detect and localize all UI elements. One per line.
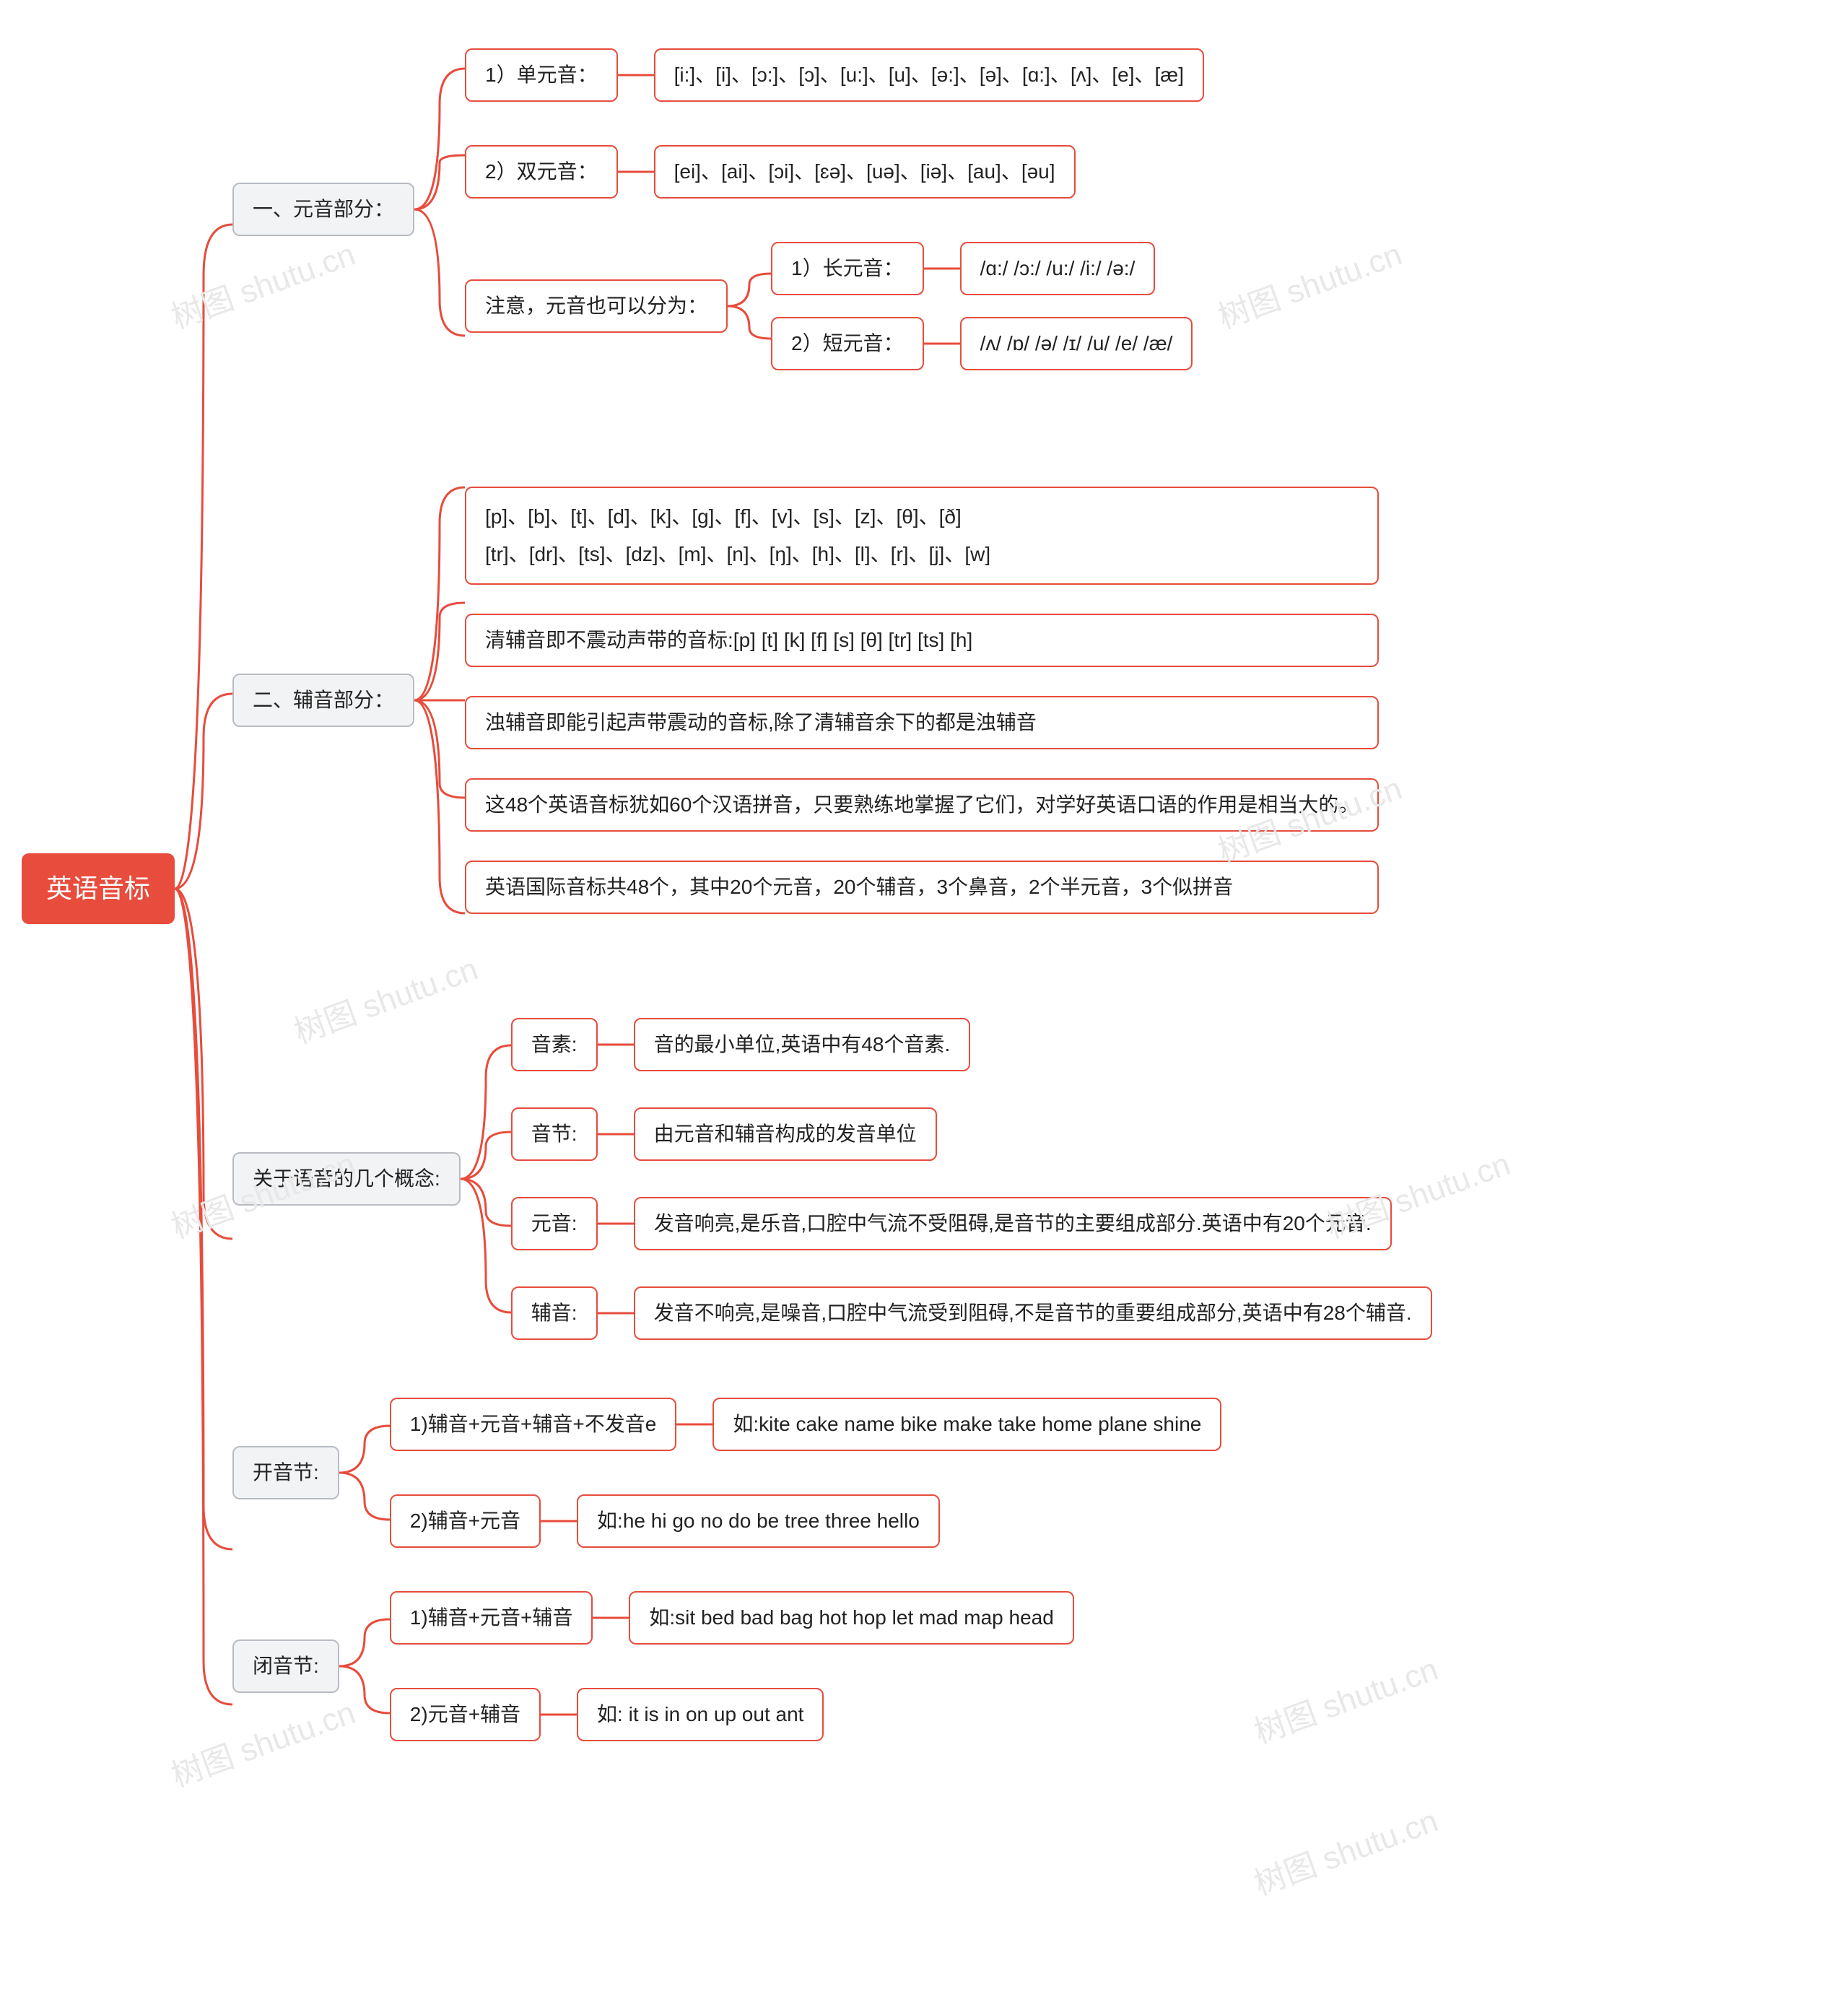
b3-c3-label: 元音: xyxy=(511,1197,598,1250)
conn xyxy=(598,1023,634,1066)
watermark: 树图 shutu.cn xyxy=(1247,1795,1443,1904)
branch-1-title: 一、元音部分： xyxy=(232,183,414,236)
branch-3: 关于语音的几个概念: 音素: 音的最小单位,英语中有48个音素. xyxy=(232,1018,1432,1340)
b1-c3-label: 注意，元音也可以分为： xyxy=(465,279,728,333)
b3-c1-leaf: 音的最小单位,英语中有48个音素. xyxy=(634,1018,971,1071)
b5-c1-label: 1)辅音+元音+辅音 xyxy=(390,1591,593,1645)
b3-c3-leaf: 发音响亮,是乐音,口腔中气流不受阻碍,是音节的主要组成部分.英语中有20个元音. xyxy=(634,1197,1392,1250)
conn xyxy=(598,1292,634,1335)
b4-c2-label: 2)辅音+元音 xyxy=(390,1494,541,1548)
b1-c3-d1-label: 1）长元音： xyxy=(771,242,924,295)
b2-c5: 英语国际音标共48个，其中20个元音，20个辅音，3个鼻音，2个半元音，3个似拼… xyxy=(465,861,1379,914)
conn xyxy=(676,1403,712,1446)
connector-root xyxy=(175,37,232,1741)
branch-2: 二、辅音部分： [p]、[b]、[t]、[d]、[k]、[g]、[f]、[v]、… xyxy=(232,440,1432,960)
b1-c3-d2-leaf: /ʌ/ /ɒ/ /ə/ /ɪ/ /u/ /e/ /æ/ xyxy=(960,317,1193,370)
b4-c1-label: 1)辅音+元音+辅音+不发音e xyxy=(390,1398,677,1451)
conn xyxy=(618,150,654,193)
branch-4: 开音节: 1)辅音+元音+辅音+不发音e 如:kite cake name bi… xyxy=(232,1398,1432,1548)
b1-c3-d1-leaf: /ɑ:/ /ɔ:/ /u:/ /i:/ /ə:/ xyxy=(960,242,1156,295)
conn xyxy=(598,1112,634,1156)
branch-5-title: 闭音节: xyxy=(232,1639,339,1693)
b1-c2-label: 2）双元音： xyxy=(465,145,618,199)
b3-c4-label: 辅音: xyxy=(511,1286,598,1340)
b3-c4-leaf: 发音不响亮,是噪音,口腔中气流受到阻碍,不是音节的重要组成部分,英语中有28个辅… xyxy=(634,1286,1432,1340)
b1-c2-leaf: [ei]、[ai]、[ɔi]、[ɛə]、[uə]、[iə]、[au]、[əu] xyxy=(654,145,1076,199)
connector-b5 xyxy=(339,1594,390,1738)
mindmap-root-container: 英语音标 一、元音部分： xyxy=(22,36,1826,1741)
b2-c1a: [p]、[b]、[t]、[d]、[k]、[g]、[f]、[v]、[s]、[z]、… xyxy=(485,505,962,528)
connector-b3 xyxy=(461,1020,511,1338)
b5-c2-label: 2)元音+辅音 xyxy=(390,1688,541,1741)
conn xyxy=(618,53,654,97)
conn xyxy=(541,1693,577,1736)
connector-b4 xyxy=(339,1401,390,1545)
branch-5: 闭音节: 1)辅音+元音+辅音 如:sit bed bad bag hot ho… xyxy=(232,1591,1432,1741)
conn xyxy=(924,322,960,365)
branch-3-title: 关于语音的几个概念: xyxy=(232,1152,461,1206)
conn xyxy=(593,1596,629,1639)
b1-c1-leaf: [i:]、[i]、[ɔ:]、[ɔ]、[u:]、[u]、[ə:]、[ə]、[ɑ:]… xyxy=(654,48,1204,102)
connector-b2 xyxy=(414,440,465,960)
b2-c3: 浊辅音即能引起声带震动的音标,除了清辅音余下的都是浊辅音 xyxy=(465,696,1379,749)
b4-c2-leaf: 如:he hi go no do be tree three hello xyxy=(577,1494,940,1548)
connector-b1 xyxy=(414,36,465,383)
b2-c4: 这48个英语音标犹如60个汉语拼音，只要熟练地掌握了它们，对学好英语口语的作用是… xyxy=(465,778,1379,832)
b5-c1-leaf: 如:sit bed bad bag hot hop let mad map he… xyxy=(629,1591,1073,1645)
root-node: 英语音标 xyxy=(22,853,175,924)
conn xyxy=(924,247,960,290)
b1-c3-d2-label: 2）短元音： xyxy=(771,317,924,370)
b2-c1b: [tr]、[dr]、[ts]、[dz]、[m]、[n]、[ŋ]、[h]、[l]、… xyxy=(485,543,990,565)
b4-c1-leaf: 如:kite cake name bike make take home pla… xyxy=(712,1398,1221,1451)
b2-c2: 清辅音即不震动声带的音标:[p] [t] [k] [f] [s] [θ] [tr… xyxy=(465,614,1379,667)
conn xyxy=(541,1499,577,1543)
conn xyxy=(598,1202,634,1245)
branch-2-title: 二、辅音部分： xyxy=(232,674,414,727)
b3-c1-label: 音素: xyxy=(511,1018,598,1071)
b3-c2-leaf: 由元音和辅音构成的发音单位 xyxy=(634,1107,937,1161)
b3-c2-label: 音节: xyxy=(511,1107,598,1161)
b5-c2-leaf: 如: it is in on up out ant xyxy=(577,1688,824,1741)
b1-c1-label: 1）单元音： xyxy=(465,48,618,102)
conn xyxy=(728,252,771,360)
b2-c1: [p]、[b]、[t]、[d]、[k]、[g]、[f]、[v]、[s]、[z]、… xyxy=(465,487,1379,585)
branch-1: 一、元音部分： 1）单元音： [i:]、[i]、[ɔ:]、[ɔ]、[u:]、[u… xyxy=(232,36,1432,383)
branch-4-title: 开音节: xyxy=(232,1446,339,1499)
